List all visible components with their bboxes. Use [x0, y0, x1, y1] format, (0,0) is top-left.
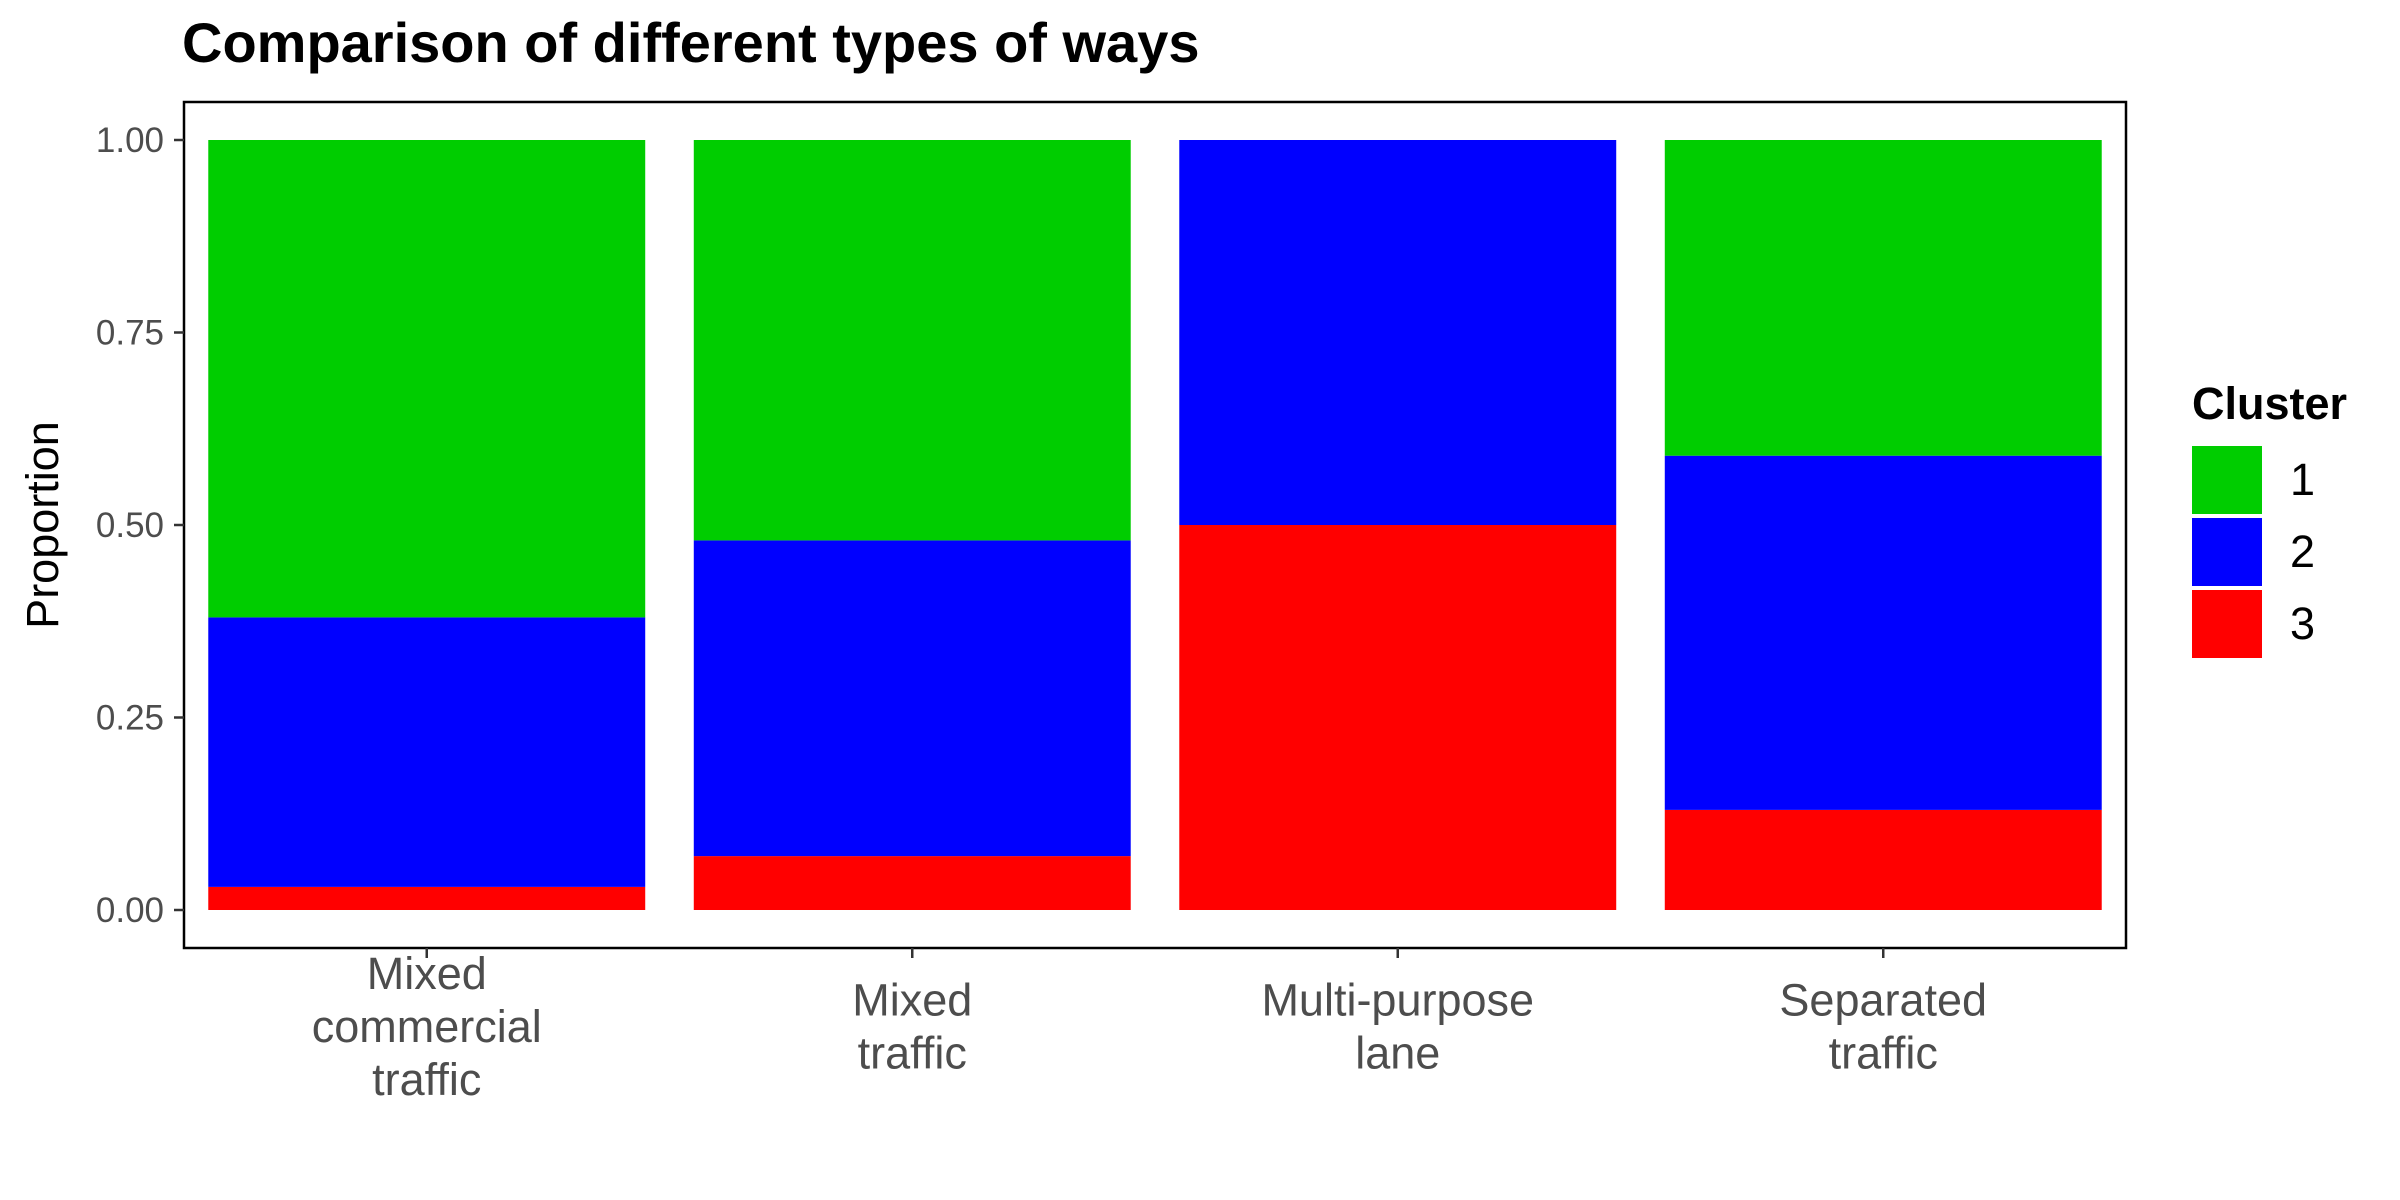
bar-segment-4-cluster-1: [1664, 140, 2102, 456]
legend-key-3: [2192, 590, 2262, 658]
legend-label-1: 1: [2290, 454, 2316, 505]
x-category-label-2: Mixed traffic: [852, 975, 972, 1079]
legend-title: Cluster: [2192, 378, 2348, 429]
x-category-label-3: Multi-purpose lane: [1261, 975, 1534, 1079]
legend-item-1: 1: [2192, 444, 2347, 516]
bar-segment-4-cluster-2: [1664, 455, 2102, 810]
bar-segment-2-cluster-2: [693, 540, 1131, 857]
y-tick-label-1: 0.00: [96, 891, 164, 930]
legend-item-3: 3: [2192, 588, 2347, 660]
bar-segment-2-cluster-3: [693, 856, 1131, 910]
y-tick-label-3: 0.50: [96, 506, 164, 545]
x-category-label-1: Mixed commercial traffic: [312, 948, 542, 1105]
legend-label-3: 3: [2290, 598, 2316, 649]
bar-segment-3-cluster-3: [1179, 525, 1617, 910]
bar-segment-3-cluster-2: [1179, 140, 1617, 525]
legend: Cluster 1 2 3: [2192, 378, 2347, 660]
y-tick-label-2: 0.25: [96, 699, 164, 738]
legend-label-2: 2: [2290, 526, 2316, 577]
y-tick-label-4: 0.75: [96, 314, 164, 353]
bar-segment-1-cluster-2: [208, 617, 646, 887]
legend-key-1: [2192, 446, 2262, 514]
x-category-label-4: Separated traffic: [1779, 975, 1987, 1079]
chart-title: Comparison of different types of ways: [182, 11, 1200, 74]
legend-item-2: 2: [2192, 516, 2347, 588]
bar-segment-1-cluster-1: [208, 140, 646, 618]
bar-segment-1-cluster-3: [208, 886, 646, 910]
y-axis-title: Proportion: [17, 421, 68, 629]
bar-segment-4-cluster-3: [1664, 809, 2102, 910]
legend-key-2: [2192, 518, 2262, 586]
y-tick-label-5: 1.00: [96, 121, 164, 160]
bar-segment-2-cluster-1: [693, 140, 1131, 541]
